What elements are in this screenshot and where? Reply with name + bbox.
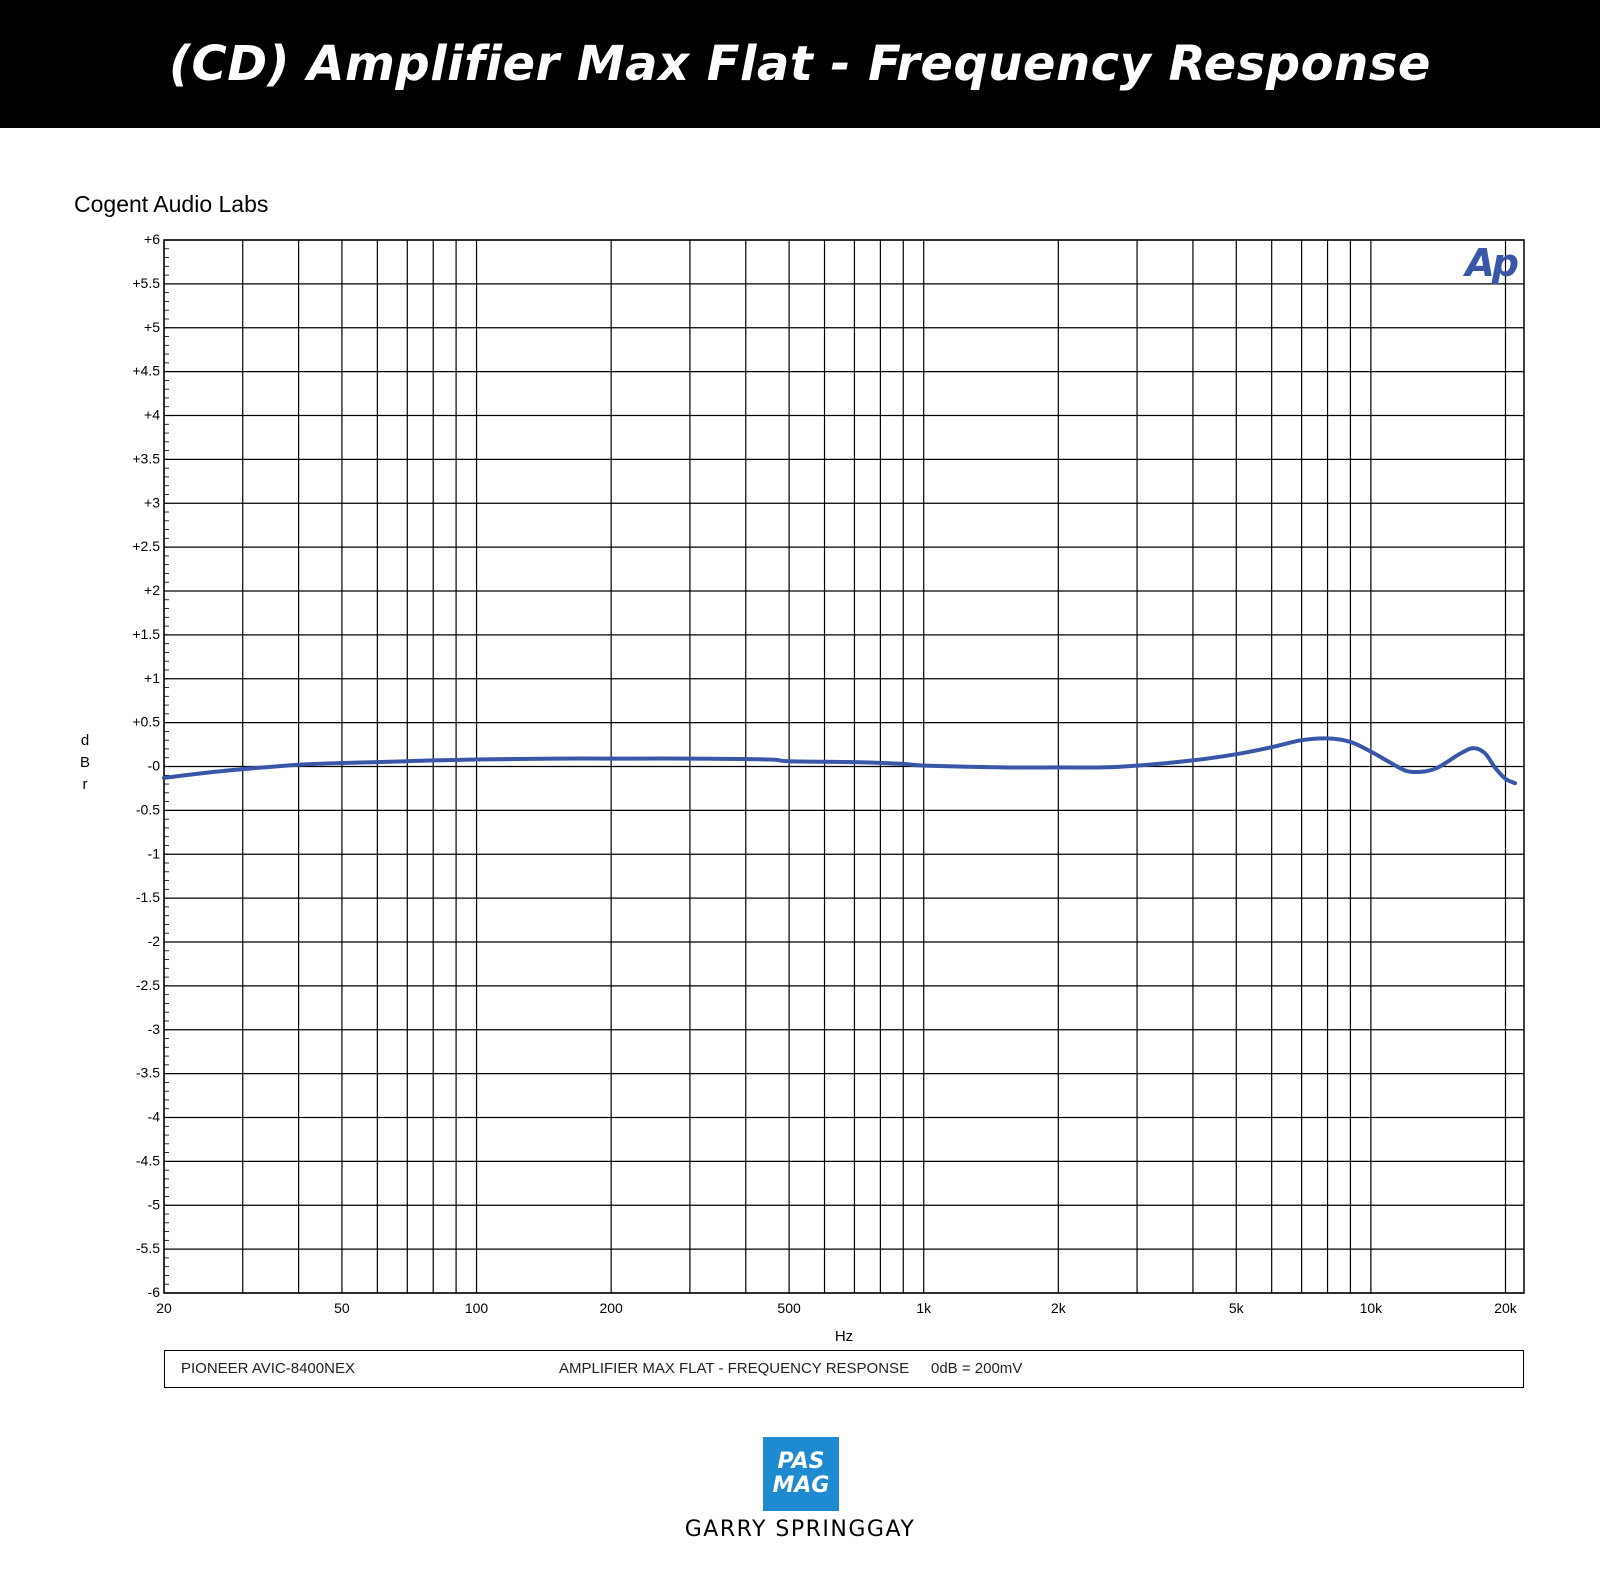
legend-device: PIONEER AVIC-8400NEX	[181, 1360, 355, 1377]
x-tick-label: 1k	[916, 1300, 932, 1316]
y-tick-label: +3.5	[132, 450, 160, 466]
legend-box: PIONEER AVIC-8400NEX AMPLIFIER MAX FLAT …	[164, 1350, 1524, 1388]
x-tick-label: 200	[599, 1300, 623, 1316]
y-tick-label: +0.5	[132, 714, 160, 730]
y-tick-label: +2.5	[132, 538, 160, 554]
y-tick-label: -0	[148, 758, 161, 774]
y-tick-label: +4	[144, 407, 160, 423]
y-tick-label: +4.5	[132, 363, 160, 379]
y-tick-label: -6	[148, 1284, 161, 1300]
series-line	[162, 736, 1517, 786]
logo-line-2: MAG	[772, 1473, 830, 1498]
y-tick-label: +1	[144, 670, 160, 686]
x-tick-label: 50	[334, 1300, 350, 1316]
y-tick-label: -4.5	[136, 1152, 160, 1168]
y-tick-label: -1	[148, 845, 161, 861]
x-tick-label: 100	[465, 1300, 489, 1316]
y-tick-label: -5.5	[136, 1240, 160, 1256]
y-tick-label: -5	[148, 1196, 161, 1212]
y-tick-label: +1.5	[132, 626, 160, 642]
y-tick-label: -2	[148, 933, 161, 949]
header-bar: (CD) Amplifier Max Flat - Frequency Resp…	[0, 0, 1600, 128]
x-tick-label: 10k	[1360, 1300, 1384, 1316]
lab-name: Cogent Audio Labs	[74, 191, 269, 217]
y-tick-label: -0.5	[136, 801, 160, 817]
y-tick-label: -3.5	[136, 1065, 160, 1081]
y-tick-label: +5.5	[132, 275, 160, 291]
legend-description: AMPLIFIER MAX FLAT - FREQUENCY RESPONSE	[559, 1360, 910, 1377]
y-tick-label: -3	[148, 1021, 161, 1037]
author-name: GARRY SPRINGGAY	[684, 1517, 916, 1542]
y-tick-label: +3	[144, 494, 160, 510]
pasmag-logo: PAS MAG	[763, 1437, 839, 1511]
x-tick-label: 20k	[1494, 1300, 1518, 1316]
page-title: (CD) Amplifier Max Flat - Frequency Resp…	[169, 36, 1431, 92]
plot-border	[163, 239, 1525, 1294]
ap-logo: Ap	[1462, 241, 1517, 285]
x-tick-label: 500	[777, 1300, 801, 1316]
y-tick-label: -2.5	[136, 977, 160, 993]
legend-reference: 0dB = 200mV	[931, 1360, 1023, 1377]
y-tick-label: -1.5	[136, 889, 160, 905]
y-tick-label: +2	[144, 582, 160, 598]
x-tick-label: 5k	[1229, 1300, 1245, 1316]
y-tick-label: -4	[148, 1109, 161, 1125]
x-axis-label: Hz	[835, 1328, 853, 1345]
x-tick-label: 2k	[1051, 1300, 1067, 1316]
logo-line-1: PAS	[777, 1449, 825, 1474]
y-tick-label: +5	[144, 319, 160, 335]
x-tick-label: 20	[156, 1300, 172, 1316]
y-tick-label: +6	[144, 231, 160, 247]
